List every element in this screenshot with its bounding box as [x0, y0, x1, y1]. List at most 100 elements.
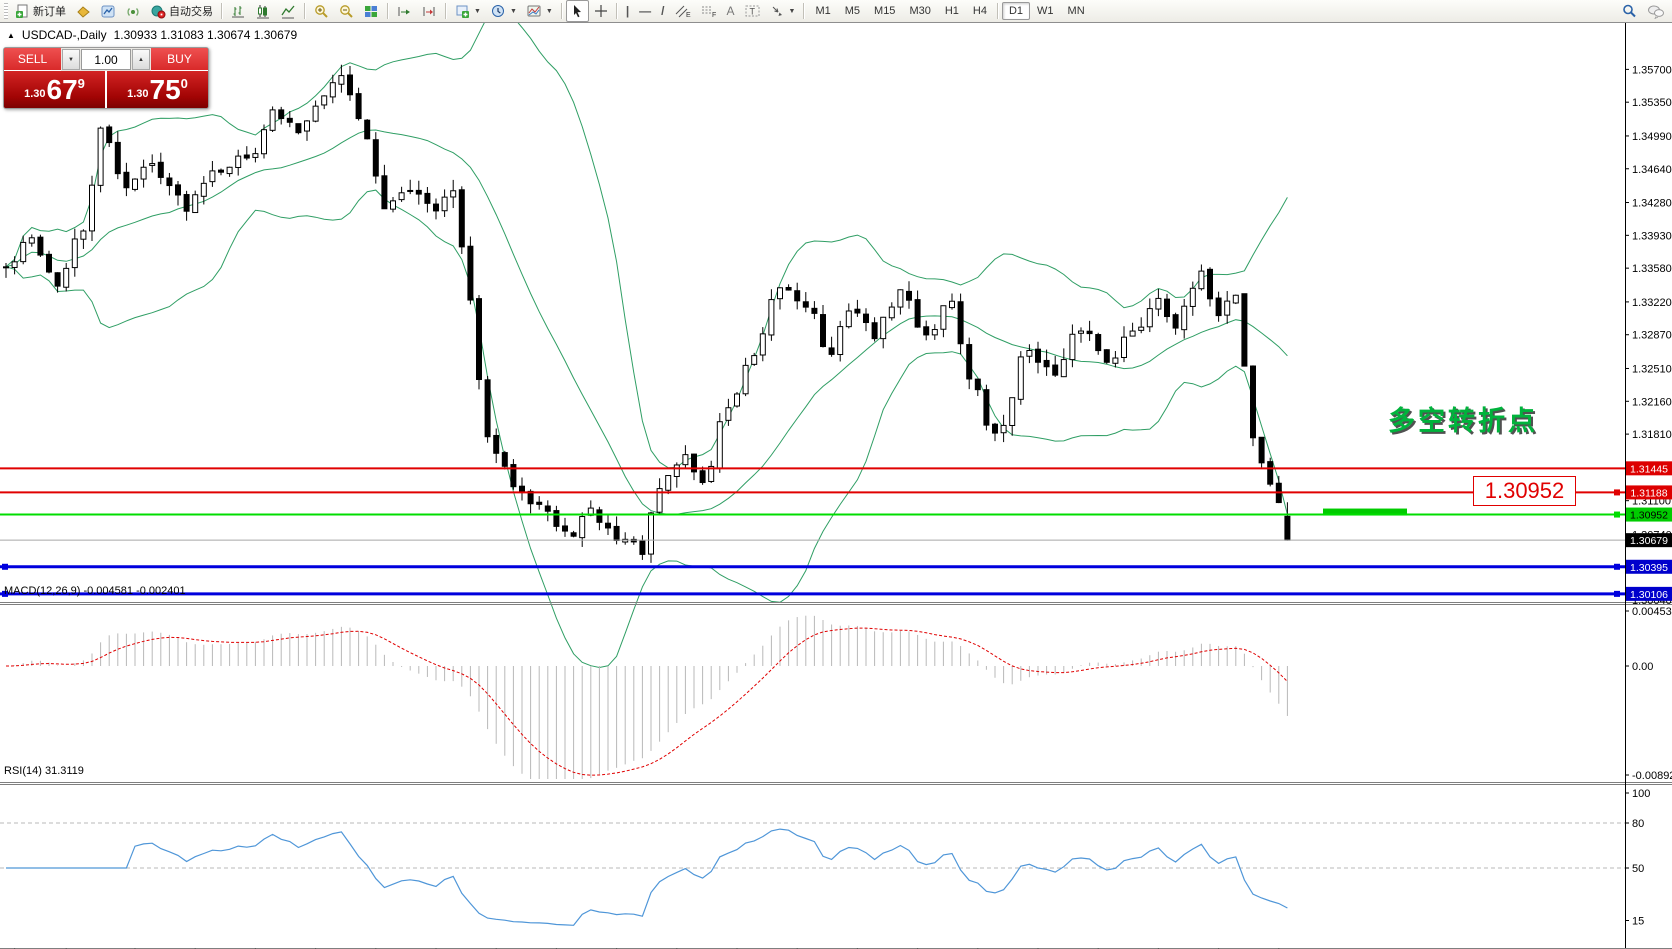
rsi-axis-label: 100: [1632, 788, 1650, 800]
tile-windows-button[interactable]: [359, 0, 384, 22]
buy-button[interactable]: BUY: [151, 48, 208, 71]
candle-body: [871, 322, 878, 340]
timeframe-M1[interactable]: M1: [815, 5, 831, 17]
candle-body: [785, 286, 792, 291]
volume-stepper: ▼ 1.00 ▲: [61, 48, 151, 71]
candle-body: [1267, 461, 1274, 485]
channel-tool-button[interactable]: E: [670, 0, 696, 22]
candle-body: [863, 313, 869, 324]
toolbar-separator: [560, 3, 563, 19]
label-tool-button[interactable]: T: [740, 0, 765, 22]
zoom-out-button[interactable]: [334, 0, 359, 22]
chat-button[interactable]: [1642, 0, 1670, 22]
toolbar-grip[interactable]: [4, 3, 8, 19]
volume-increase-button[interactable]: ▲: [132, 49, 150, 70]
chart-canvas[interactable]: 1.35700 1.35350 1.34990 1.34640 1.34280 1.339…: [0, 23, 1672, 949]
hline-handle[interactable]: [2, 590, 8, 597]
hline-handle[interactable]: [1614, 489, 1620, 496]
candle-body: [931, 329, 938, 336]
volume-field[interactable]: 1.00: [81, 49, 131, 70]
candle-body: [355, 93, 362, 120]
hline-tool-button[interactable]: —: [639, 4, 652, 18]
timeframe-M15[interactable]: M15: [874, 5, 896, 17]
hline-handle[interactable]: [2, 563, 8, 570]
new-order-button[interactable]: 新订单: [10, 0, 71, 22]
market-watch-button[interactable]: [96, 0, 121, 22]
candle-body: [1129, 330, 1136, 337]
timeframe-D1[interactable]: D1: [1001, 2, 1031, 20]
arrows-icon: [772, 6, 782, 16]
bar-chart-button[interactable]: [226, 0, 251, 22]
price-tick-label: 1.34280: [1632, 198, 1672, 210]
signals-button[interactable]: [121, 0, 146, 22]
candle-body: [132, 178, 138, 190]
candle-body: [450, 190, 457, 198]
candle-body: [372, 139, 379, 177]
autotrade-button[interactable]: 自动交易: [146, 0, 218, 22]
zoom-out-icon: [340, 4, 353, 18]
timeframe-H1[interactable]: H1: [944, 5, 959, 17]
price-tick-label: 1.34990: [1632, 131, 1672, 143]
candle-body: [665, 475, 672, 491]
price-badge: 1.30679: [1626, 533, 1672, 548]
arrows-tool-dropdown[interactable]: ▼: [765, 0, 801, 22]
sell-price[interactable]: 1.30 67 9: [4, 71, 107, 108]
toolbar-separator: [803, 3, 806, 19]
candle-body: [820, 314, 826, 348]
chart-shift-button[interactable]: [417, 0, 442, 22]
candle-body: [252, 153, 259, 158]
text-tool-button[interactable]: A: [726, 4, 735, 18]
new-chart-dropdown[interactable]: ▼: [450, 0, 486, 22]
candle-body: [1086, 330, 1093, 335]
volume-decrease-button[interactable]: ▼: [62, 49, 80, 70]
candle-body: [54, 272, 61, 287]
timeframe-W1[interactable]: W1: [1037, 5, 1054, 17]
toolbar-separator: [445, 3, 447, 19]
candle-body: [1215, 297, 1222, 317]
svg-text:T: T: [749, 7, 755, 17]
period-dropdown[interactable]: ▼: [486, 0, 522, 22]
candle-body: [493, 434, 500, 454]
timeframe-MN[interactable]: MN: [1067, 5, 1085, 17]
price-callout-label[interactable]: 1.30952: [1473, 476, 1576, 506]
line-chart-button[interactable]: [276, 0, 301, 22]
vline-tool-button[interactable]: |: [625, 4, 630, 18]
timeframe-M5[interactable]: M5: [844, 5, 861, 17]
candle-body: [983, 389, 990, 426]
fibonacci-tool-button[interactable]: F: [696, 0, 722, 22]
symbol-ohlc: 1.30933 1.31083 1.30674 1.30679: [113, 28, 298, 42]
candle-body: [725, 407, 732, 421]
highlight-band[interactable]: [1323, 508, 1407, 516]
crosshair-tool-button[interactable]: [589, 0, 613, 22]
charts-profile-icon: [77, 5, 90, 18]
candle-body: [1103, 349, 1110, 363]
candle-body: [338, 75, 345, 85]
symbol-bar: ▲ USDCAD-,Daily 1.30933 1.31083 1.30674 …: [7, 28, 297, 42]
timeframe-H4[interactable]: H4: [972, 5, 987, 17]
expander-icon[interactable]: ▲: [7, 30, 15, 40]
sell-button[interactable]: SELL: [4, 48, 61, 71]
svg-text:E: E: [686, 12, 691, 18]
candle-body: [828, 347, 835, 355]
buy-price[interactable]: 1.30 75 0: [107, 71, 208, 108]
horizontal-lines: [0, 467, 1625, 597]
candle-body: [794, 290, 801, 302]
zoom-in-button[interactable]: [309, 0, 334, 22]
hline-handle[interactable]: [1614, 563, 1620, 570]
svg-text:1.30395: 1.30395: [1630, 562, 1668, 574]
signals-icon: [127, 7, 139, 16]
timeframe-M30[interactable]: M30: [909, 5, 931, 17]
candle-body: [1052, 364, 1059, 376]
search-button[interactable]: [1616, 0, 1642, 22]
candlestick-chart-button[interactable]: [251, 0, 276, 22]
hline-handle[interactable]: [1614, 590, 1620, 597]
price-tick-label: 1.33220: [1632, 297, 1672, 309]
template-dropdown[interactable]: ▼: [522, 0, 558, 22]
candle-body: [957, 301, 964, 345]
sell-price-sup: 9: [77, 76, 85, 91]
auto-scroll-button[interactable]: [392, 0, 417, 22]
trendline-tool-button[interactable]: /: [661, 4, 665, 18]
charts-profile-button[interactable]: [71, 0, 96, 22]
chinese-annotation[interactable]: 多空转折点: [1388, 406, 1538, 436]
cursor-tool-button[interactable]: [565, 0, 589, 22]
